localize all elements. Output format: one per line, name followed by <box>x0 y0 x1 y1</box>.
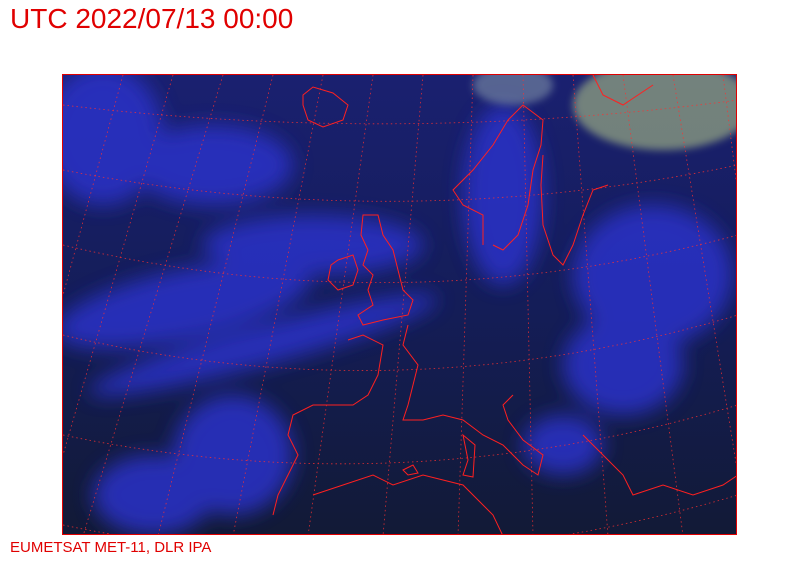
coast-scandinavia <box>452 104 544 251</box>
coast-balearic <box>402 464 419 476</box>
coast-greece-turkey <box>582 434 736 496</box>
coast-france-italy <box>402 324 544 476</box>
cloud-layer <box>63 75 733 534</box>
arctic-cloud <box>473 75 736 150</box>
coast-ireland <box>327 254 359 291</box>
coast-great-britain <box>357 214 414 326</box>
satellite-map <box>62 74 737 535</box>
graticule <box>63 75 736 534</box>
timestamp-title: UTC 2022/07/13 00:00 <box>10 3 294 34</box>
coast-sardinia <box>462 433 476 478</box>
coast-africa-north <box>312 474 503 534</box>
coast-baltic <box>540 154 609 266</box>
coast-svalbard <box>592 75 654 106</box>
coast-iberia-north <box>272 334 384 516</box>
data-source-credit: EUMETSAT MET-11, DLR IPA <box>10 539 212 556</box>
coastlines <box>272 75 736 534</box>
coast-iceland <box>302 86 349 128</box>
satellite-image <box>63 75 736 534</box>
